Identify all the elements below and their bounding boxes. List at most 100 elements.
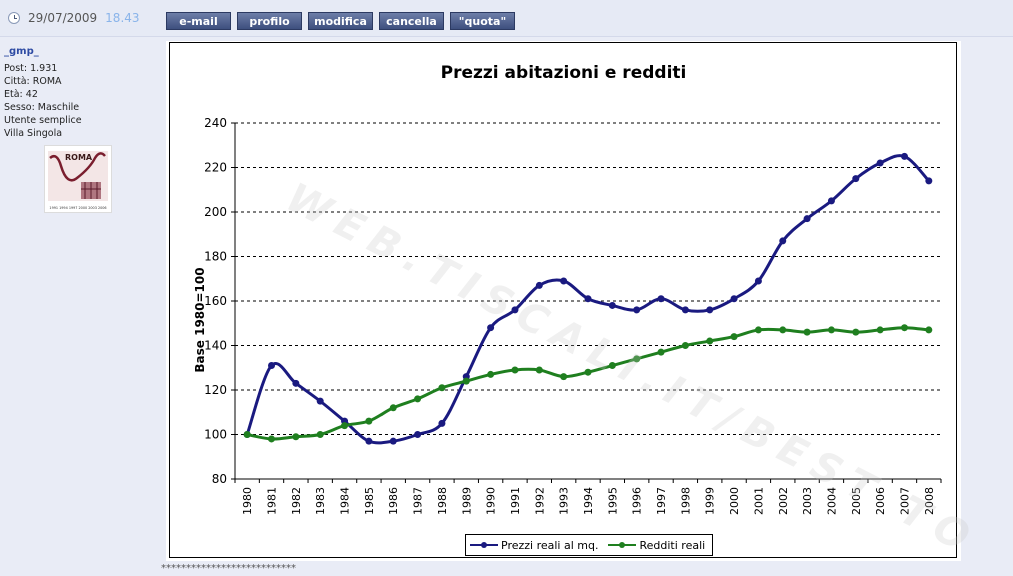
- x-tick-label-1995: 1995: [606, 487, 619, 515]
- point-prices-1999: [706, 306, 714, 314]
- x-tick-label-1990: 1990: [485, 487, 498, 515]
- x-tick-label-1988: 1988: [436, 487, 449, 515]
- chart-legend: Prezzi reali al mq. Redditi reali: [465, 534, 713, 556]
- point-incomes-2002: [779, 326, 787, 334]
- post-date: 29/07/2009 18.43: [8, 8, 140, 28]
- user-posts: Post: 1.931: [4, 63, 58, 74]
- point-prices-1988: [438, 419, 446, 427]
- x-tick-label-2002: 2002: [777, 487, 790, 515]
- point-incomes-1993: [560, 373, 568, 381]
- user-age: Età: 42: [4, 89, 38, 100]
- legend-marker-prices: [470, 541, 498, 549]
- point-incomes-1986: [389, 404, 397, 412]
- delete-button[interactable]: cancella: [379, 12, 444, 30]
- y-tick-label-80: 80: [212, 472, 227, 486]
- x-tick-label-2006: 2006: [874, 487, 887, 515]
- x-tick-label-1998: 1998: [679, 487, 692, 515]
- profile-button[interactable]: profilo: [237, 12, 302, 30]
- point-prices-2001: [754, 277, 762, 285]
- legend-label-incomes: Redditi reali: [639, 538, 706, 552]
- point-prices-1992: [535, 281, 543, 289]
- point-incomes-1994: [584, 368, 592, 376]
- x-tick-label-1993: 1993: [558, 487, 571, 515]
- user-avatar: ROMA 1991 1994 1997 2000 2003 2006: [44, 145, 112, 213]
- post-time: 18.43: [105, 11, 140, 25]
- x-tick-label-2005: 2005: [850, 487, 863, 515]
- x-tick-label-1981: 1981: [266, 487, 279, 515]
- y-tick-label-120: 120: [204, 383, 227, 397]
- point-incomes-1985: [365, 417, 373, 425]
- point-incomes-1996: [633, 355, 641, 363]
- point-prices-1996: [633, 306, 641, 314]
- chart-frame: [169, 42, 957, 558]
- x-tick-label-1984: 1984: [339, 487, 352, 515]
- x-tick-label-2008: 2008: [923, 487, 936, 515]
- signature-separator: ***************************: [161, 563, 296, 574]
- user-rank: Utente semplice: [4, 115, 82, 126]
- point-prices-1990: [487, 324, 495, 332]
- point-prices-2003: [803, 215, 811, 223]
- point-incomes-2008: [925, 326, 933, 334]
- legend-label-prices: Prezzi reali al mq.: [501, 538, 599, 552]
- point-incomes-1995: [608, 362, 616, 370]
- avatar-label: ROMA: [65, 153, 93, 162]
- point-incomes-1988: [438, 384, 446, 392]
- point-incomes-1992: [535, 366, 543, 374]
- user-sex: Sesso: Maschile: [4, 102, 80, 113]
- point-incomes-1990: [487, 370, 495, 378]
- point-incomes-1984: [341, 422, 349, 430]
- point-prices-1987: [414, 431, 422, 438]
- point-prices-1995: [608, 301, 616, 309]
- x-tick-label-1983: 1983: [314, 487, 327, 515]
- x-tick-label-2001: 2001: [752, 487, 765, 515]
- x-tick-label-1985: 1985: [363, 487, 376, 515]
- point-prices-1991: [511, 306, 519, 314]
- legend-marker-incomes: [608, 541, 637, 549]
- point-prices-1981: [268, 362, 276, 370]
- point-incomes-1998: [681, 342, 689, 349]
- x-tick-label-1982: 1982: [290, 487, 303, 515]
- user-sidebar: [0, 37, 157, 576]
- point-incomes-1980: [243, 431, 251, 438]
- email-button[interactable]: e-mail: [166, 12, 231, 30]
- x-tick-label-1989: 1989: [460, 487, 473, 515]
- x-tick-label-1986: 1986: [387, 487, 400, 515]
- point-incomes-2003: [803, 328, 811, 336]
- chart-title: Prezzi abitazioni e redditi: [440, 63, 687, 83]
- line-chart: 80 100 120 140 160 180 200 220 240 1980 1981 1982 19…: [204, 116, 942, 515]
- y-tick-label-100: 100: [204, 428, 227, 442]
- x-tick-label-1987: 1987: [412, 487, 425, 515]
- point-incomes-1997: [657, 348, 665, 356]
- point-prices-1982: [292, 379, 300, 387]
- username-link[interactable]: _gmp_: [4, 46, 39, 57]
- point-incomes-1982: [292, 433, 300, 441]
- x-tick-label-2004: 2004: [825, 487, 838, 515]
- point-prices-2004: [827, 197, 835, 205]
- avatar-mini-chart-icon: ROMA 1991 1994 1997 2000 2003 2006: [48, 151, 108, 210]
- x-tick-label-1980: 1980: [241, 487, 254, 515]
- point-incomes-2006: [876, 326, 884, 334]
- point-prices-2002: [779, 237, 787, 245]
- user-title: Villa Singola: [4, 128, 63, 139]
- point-incomes-1983: [316, 431, 324, 438]
- y-tick-label-200: 200: [204, 205, 227, 219]
- y-tick-label-160: 160: [204, 294, 227, 308]
- edit-button[interactable]: modifica: [308, 12, 373, 30]
- y-tick-label-180: 180: [204, 250, 227, 264]
- point-incomes-2001: [754, 326, 762, 334]
- point-prices-1985: [365, 437, 373, 445]
- avatar-years: 1991 1994 1997 2000 2003 2006: [49, 206, 106, 210]
- chart-image: Prezzi abitazioni e redditi Base 1980=10…: [166, 41, 986, 565]
- post-date-text: 29/07/2009: [28, 11, 98, 25]
- x-tick-label-1994: 1994: [582, 487, 595, 515]
- quote-button[interactable]: "quota": [450, 12, 515, 30]
- series-line-incomes: [246, 326, 929, 441]
- x-tick-label-1997: 1997: [655, 487, 668, 515]
- point-prices-1998: [681, 306, 689, 314]
- x-tick-label-1992: 1992: [533, 487, 546, 515]
- legend-item-incomes: Redditi reali: [608, 539, 705, 552]
- y-tick-label-240: 240: [204, 116, 227, 130]
- point-prices-1993: [560, 277, 568, 285]
- point-prices-2008: [925, 177, 933, 185]
- point-prices-1997: [657, 295, 665, 303]
